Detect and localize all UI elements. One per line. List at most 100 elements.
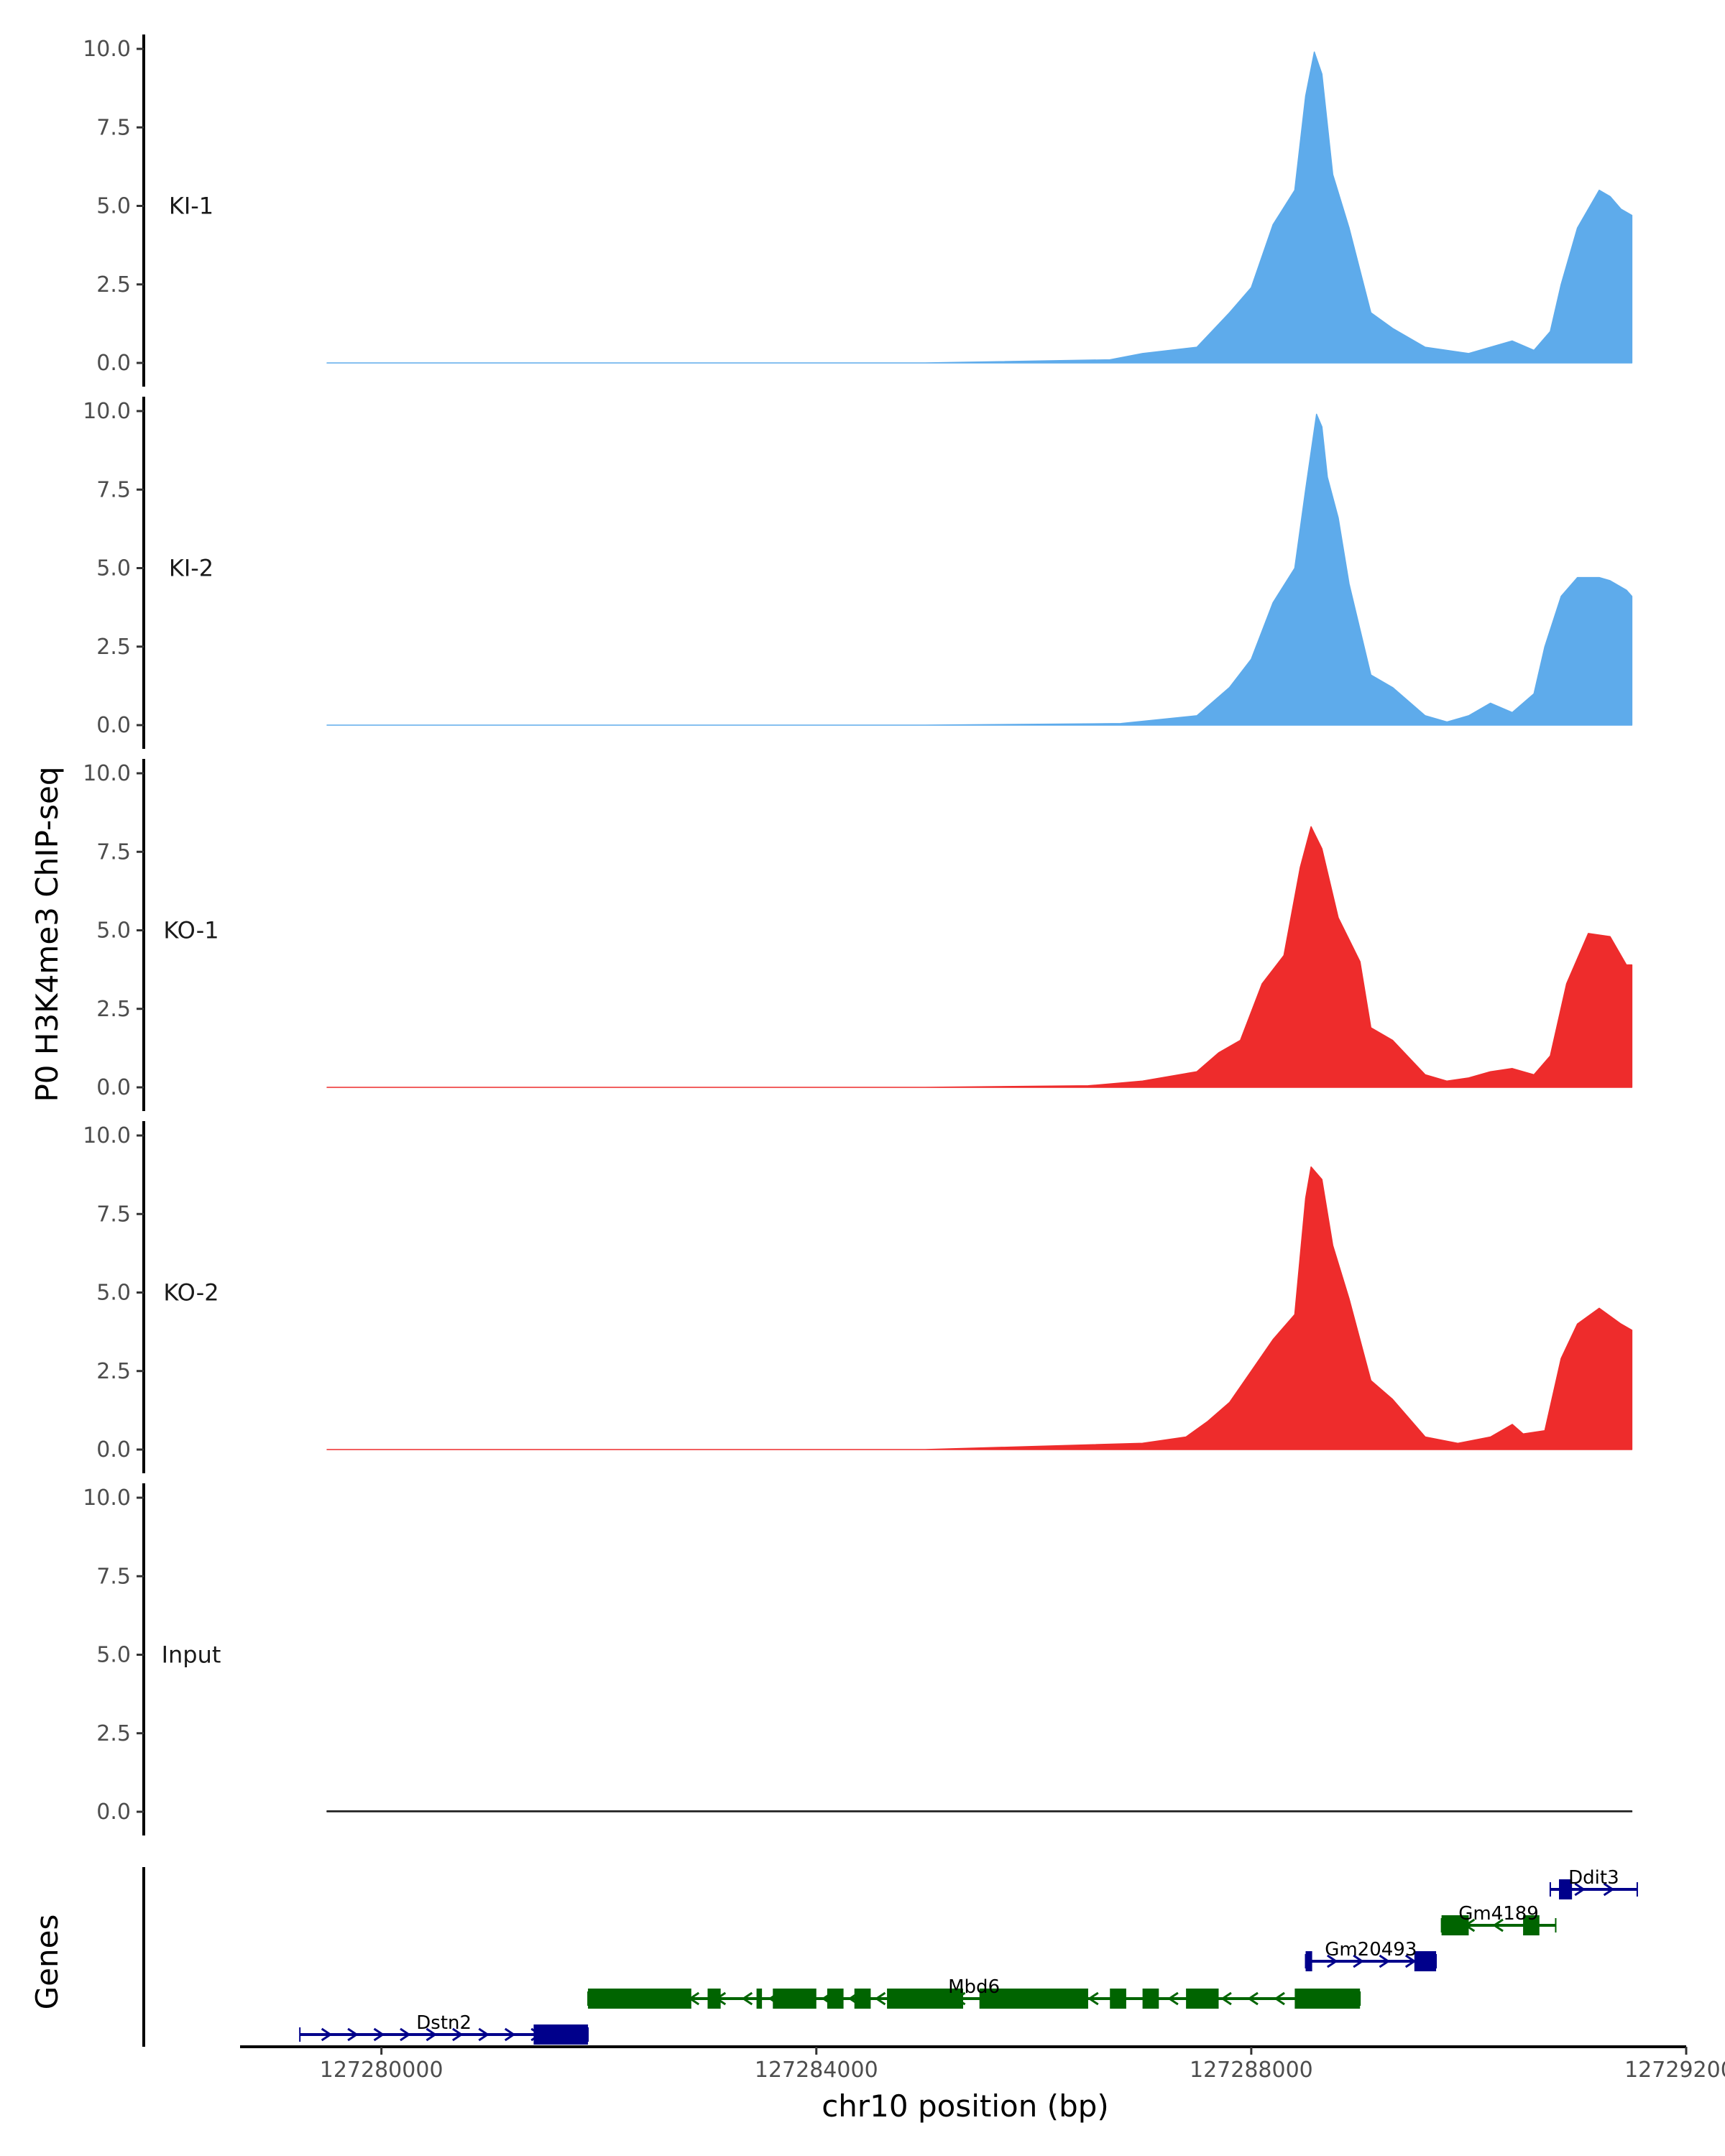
exon	[1305, 1951, 1312, 1971]
exon	[1142, 1989, 1159, 2009]
exon	[1294, 1989, 1361, 2009]
strand-arrow-left-icon	[1220, 1991, 1232, 2006]
y-tick-label: 0.0	[96, 1437, 131, 1462]
gene-gm20493: Gm20493	[1305, 1939, 1438, 1971]
strand-arrow-left-icon	[1492, 1918, 1504, 1932]
y-tick-label: 2.5	[96, 635, 131, 660]
gene-track: Dstn2 Mbd6 Gm20493 Gm4189 Ddit3	[142, 1867, 1638, 2047]
x-tick-label: 127292000	[1624, 2058, 1725, 2083]
y-tick-label: 10.0	[83, 1123, 131, 1148]
signal-area	[326, 413, 1633, 726]
gene-dstn2: Dstn2	[299, 2012, 589, 2045]
x-tick-label: 127280000	[320, 2058, 443, 2083]
strand-arrow-right-icon	[478, 2027, 490, 2042]
strand-arrow-left-icon	[874, 1991, 886, 2006]
track-label: Input	[162, 1641, 221, 1669]
signal-area	[326, 826, 1633, 1088]
strand-arrow-right-icon	[400, 2027, 411, 2042]
gene-label: Ddit3	[1568, 1867, 1619, 1889]
exon	[1110, 1989, 1126, 2009]
strand-arrow-right-icon	[1603, 1882, 1615, 1897]
y-tick-label: 7.5	[96, 839, 131, 865]
exon	[756, 1989, 763, 2009]
strand-arrow-right-icon	[452, 2027, 464, 2042]
strand-arrow-right-icon	[426, 2027, 438, 2042]
exon	[1523, 1915, 1540, 1935]
gene-mbd6: Mbd6	[587, 1976, 1361, 2009]
genes-axis-title: Genes	[29, 1915, 65, 2010]
gene-label: Gm4189	[1458, 1903, 1539, 1925]
signal-area	[326, 1166, 1633, 1450]
strand-arrow-right-icon	[347, 2027, 359, 2042]
gene-ddit3: Ddit3	[1549, 1867, 1638, 1899]
gene-label: Gm20493	[1325, 1939, 1417, 1961]
strand-arrow-left-icon	[741, 1991, 753, 2006]
signal-area	[326, 51, 1633, 364]
y-tick-label: 10.0	[83, 1485, 131, 1511]
track-label: KI-1	[169, 193, 213, 220]
exon	[854, 1989, 871, 2009]
strand-arrow-right-icon	[1353, 1954, 1364, 1968]
y-tick-label: 7.5	[96, 115, 131, 140]
strand-arrow-right-icon	[373, 2027, 385, 2042]
y-tick-label: 10.0	[83, 761, 131, 786]
exon	[588, 1989, 691, 2009]
exon	[1414, 1951, 1437, 1971]
exon	[979, 1989, 1088, 2009]
x-tick-label: 127288000	[1190, 2058, 1313, 2083]
strand-arrow-right-icon	[1326, 1954, 1338, 1968]
y-tick-label: 5.0	[96, 1281, 131, 1306]
gene-label: Dstn2	[416, 2012, 472, 2034]
y-tick-label: 5.0	[96, 194, 131, 219]
y-tick-label: 7.5	[96, 477, 131, 502]
x-axis-title: chr10 position (bp)	[822, 2088, 1109, 2124]
exon	[887, 1989, 963, 2009]
exon	[1559, 1879, 1573, 1899]
track-panel: 0.0 2.5 5.0 7.5 10.0 KO-1	[83, 759, 1633, 1111]
strand-arrow-right-icon	[321, 2027, 333, 2042]
y-tick-label: 0.0	[96, 1075, 131, 1100]
y-tick-label: 2.5	[96, 997, 131, 1022]
exon	[1186, 1989, 1219, 2009]
y-tick-label: 0.0	[96, 1800, 131, 1825]
gene-label: Mbd6	[948, 1976, 1000, 1998]
y-tick-label: 7.5	[96, 1564, 131, 1589]
y-tick-label: 10.0	[83, 399, 131, 424]
y-tick-label: 2.5	[96, 272, 131, 298]
track-panel: 0.0 2.5 5.0 7.5 10.0 KI-2	[83, 397, 1633, 749]
exon	[533, 2024, 589, 2045]
exon	[1441, 1915, 1469, 1935]
exon	[827, 1989, 844, 2009]
track-label: KO-2	[163, 1279, 218, 1307]
signal-tracks: 0.0 2.5 5.0 7.5 10.0 KI-1 0.0 2.5 5.0 7.5 10.0 KI-2…	[83, 34, 1633, 1835]
x-tick-label: 127284000	[755, 2058, 878, 2083]
signal-area	[326, 1810, 1633, 1812]
y-tick-label: 2.5	[96, 1721, 131, 1746]
x-axis: 127280000 127284000 127288000 127292000	[240, 2045, 1725, 2083]
strand-arrow-right-icon	[1574, 1882, 1586, 1897]
exon	[707, 1989, 721, 2009]
strand-arrow-left-icon	[1167, 1991, 1179, 2006]
y-tick-label: 2.5	[96, 1359, 131, 1384]
track-panel: 0.0 2.5 5.0 7.5 10.0 KI-1	[83, 34, 1633, 387]
y-tick-label: 0.0	[96, 713, 131, 738]
strand-arrow-left-icon	[1274, 1991, 1285, 2006]
y-tick-label: 0.0	[96, 351, 131, 376]
strand-arrow-left-icon	[1247, 1991, 1259, 2006]
strand-arrow-left-icon	[1087, 1991, 1099, 2006]
y-tick-label: 7.5	[96, 1202, 131, 1227]
gene-gm4189: Gm4189	[1440, 1903, 1557, 1935]
y-tick-label: 5.0	[96, 1643, 131, 1668]
y-tick-label: 5.0	[96, 556, 131, 581]
y-tick-label: 10.0	[83, 37, 131, 62]
strand-arrow-right-icon	[1379, 1954, 1391, 1968]
exon	[773, 1989, 816, 2009]
strand-arrow-right-icon	[1404, 1954, 1417, 1968]
track-label: KI-2	[169, 555, 213, 582]
track-label: KO-1	[163, 917, 218, 944]
y-tick-label: 5.0	[96, 918, 131, 944]
track-panel: 0.0 2.5 5.0 7.5 10.0 KO-2	[83, 1121, 1633, 1473]
strand-arrow-right-icon	[504, 2027, 516, 2042]
y-axis-title: P0 H3K4me3 ChIP-seq	[29, 766, 65, 1102]
